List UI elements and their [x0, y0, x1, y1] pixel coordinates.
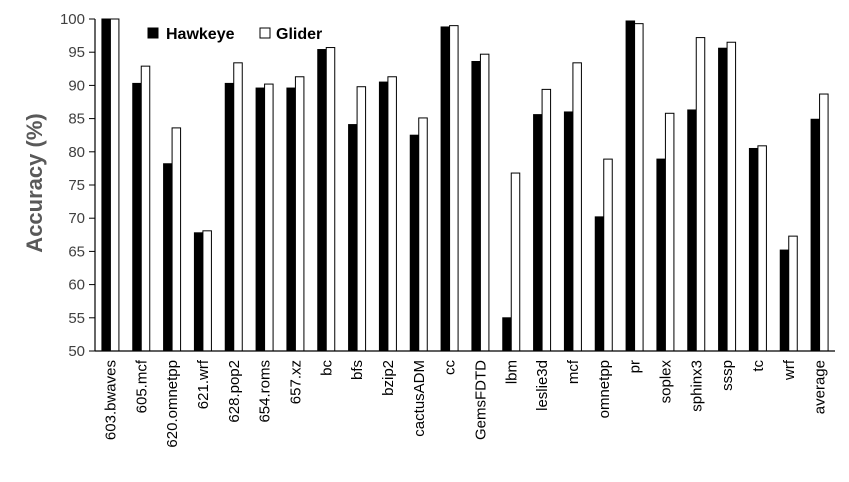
bar-glider — [449, 25, 459, 352]
category-label: pr — [627, 360, 644, 373]
y-axis-ticks: 50 55 60 65 70 75 80 85 90 95 100 — [60, 11, 95, 360]
bar-hawkeye — [409, 134, 420, 352]
bar-glider — [603, 158, 613, 352]
x-axis-labels: 603.bwaves 605.mcf 620.omnetpp 621.wrf 628.p… — [102, 359, 828, 447]
category-label: soplex — [657, 360, 674, 404]
bar-glider — [171, 127, 182, 352]
category-label: 628.pop2 — [226, 360, 243, 423]
legend-label-glider: Glider — [276, 26, 322, 43]
bar-glider — [695, 37, 706, 352]
bar-glider — [788, 235, 798, 352]
bar-hawkeye — [594, 216, 605, 352]
y-axis-title: Accuracy (%) — [22, 113, 47, 252]
category-label: GemsFDTD — [472, 360, 489, 440]
bar-glider — [233, 62, 243, 352]
bar-glider — [510, 172, 521, 352]
category-label: bzip2 — [380, 360, 397, 396]
bar-glider — [140, 65, 151, 352]
bar-hawkeye — [286, 87, 296, 352]
bar-hawkeye — [440, 26, 451, 352]
bar-glider — [664, 112, 675, 352]
bar-glider — [541, 88, 552, 352]
y-tick-label: 50 — [68, 343, 85, 360]
bar-hawkeye — [656, 158, 666, 352]
y-tick-label: 55 — [68, 310, 85, 327]
category-label: mcf — [565, 359, 582, 384]
bar-hawkeye — [810, 118, 821, 352]
category-label: wrf — [781, 359, 798, 381]
bar-glider — [819, 93, 829, 352]
bar-glider — [572, 62, 582, 352]
y-tick-label: 60 — [68, 277, 85, 294]
category-label: 620.omnetpp — [164, 360, 181, 448]
legend-swatch-glider — [259, 27, 271, 39]
bar-hawkeye — [471, 60, 481, 352]
legend-swatch-hawkeye — [147, 27, 159, 39]
bar-hawkeye — [317, 49, 327, 352]
bar-hawkeye — [163, 163, 173, 352]
category-label: 603.bwaves — [102, 360, 119, 440]
bar-glider — [356, 86, 367, 352]
y-tick-label: 70 — [68, 210, 85, 227]
bar-hawkeye — [563, 111, 574, 352]
category-label: bc — [318, 360, 335, 376]
bar-hawkeye — [533, 114, 543, 352]
bar-glider — [294, 76, 305, 352]
bar-hawkeye — [378, 81, 389, 352]
bar-glider — [726, 41, 737, 352]
bar-hawkeye — [224, 82, 235, 352]
bar-hawkeye — [748, 147, 759, 352]
category-label: leslie3d — [534, 360, 551, 411]
bar-hawkeye — [502, 317, 512, 352]
y-tick-label: 95 — [68, 44, 85, 61]
bar-glider — [264, 83, 274, 352]
category-label: bfs — [349, 360, 366, 380]
y-tick-label: 85 — [68, 111, 85, 128]
bar-hawkeye — [718, 47, 728, 352]
category-label: omnetpp — [596, 360, 613, 418]
bar-glider — [202, 230, 212, 352]
bars — [101, 18, 829, 352]
bar-hawkeye — [779, 249, 790, 352]
y-tick-label: 100 — [60, 11, 85, 28]
bar-glider — [634, 23, 644, 352]
bar-glider — [479, 53, 490, 352]
bar-hawkeye — [348, 124, 358, 352]
category-label: 621.wrf — [195, 359, 212, 409]
category-label: tc — [750, 360, 767, 372]
bar-glider — [387, 76, 397, 352]
bar-glider — [109, 18, 120, 352]
category-label: average — [812, 360, 829, 414]
bar-hawkeye — [193, 232, 204, 352]
bar-hawkeye — [132, 82, 142, 352]
y-tick-label: 65 — [68, 243, 85, 260]
y-tick-label: 75 — [68, 177, 85, 194]
bar-hawkeye — [625, 20, 636, 352]
bar-glider — [418, 117, 428, 352]
category-label: cactusADM — [411, 360, 428, 437]
bar-glider — [757, 145, 767, 352]
bar-hawkeye — [255, 87, 266, 352]
category-label: 654.roms — [257, 360, 274, 423]
category-label: lbm — [503, 360, 520, 384]
category-label: cc — [442, 360, 459, 376]
category-label: sssp — [719, 360, 736, 391]
y-tick-label: 90 — [68, 77, 85, 94]
legend: Hawkeye Glider — [147, 26, 322, 43]
y-tick-label: 80 — [68, 144, 85, 161]
bar-glider — [325, 47, 336, 352]
bar-hawkeye — [101, 18, 111, 352]
category-label: sphinx3 — [688, 360, 705, 412]
category-label: 657.xz — [287, 360, 304, 404]
axes — [94, 19, 835, 352]
category-label: 605.mcf — [133, 359, 150, 413]
bar-hawkeye — [687, 109, 697, 352]
legend-label-hawkeye: Hawkeye — [166, 26, 235, 43]
